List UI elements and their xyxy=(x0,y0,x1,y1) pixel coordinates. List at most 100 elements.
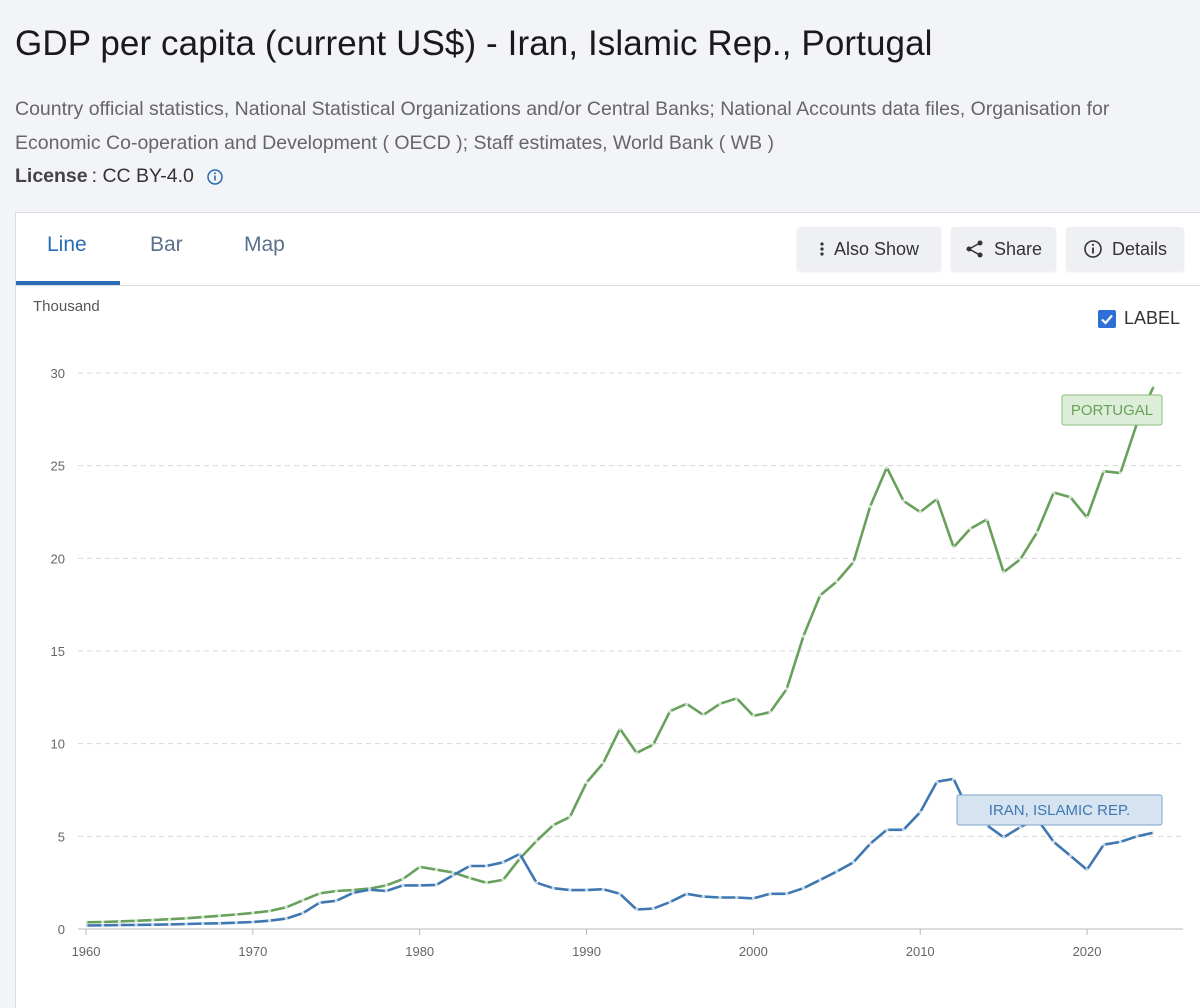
data-point xyxy=(284,905,288,909)
x-tick-label: 2020 xyxy=(1073,944,1102,959)
data-point xyxy=(551,886,555,890)
data-point xyxy=(267,919,272,923)
data-point xyxy=(117,923,122,927)
data-point xyxy=(618,892,622,896)
data-point xyxy=(117,919,122,924)
data-point xyxy=(351,891,355,895)
data-point xyxy=(1035,530,1039,534)
data-point xyxy=(501,860,505,864)
data-point xyxy=(418,883,422,888)
tab[interactable]: Map xyxy=(244,233,285,256)
data-point xyxy=(1085,515,1089,520)
data-point xyxy=(768,892,772,896)
data-point xyxy=(401,883,405,888)
data-point xyxy=(217,921,222,925)
y-tick-label: 5 xyxy=(58,829,65,844)
data-point xyxy=(1002,835,1006,839)
data-point xyxy=(618,727,622,731)
data-point xyxy=(184,916,188,920)
data-point xyxy=(601,887,605,891)
data-point xyxy=(918,810,922,814)
data-point xyxy=(84,920,88,924)
button-label: Also Show xyxy=(833,238,920,259)
details-button[interactable]: Details xyxy=(1066,227,1184,271)
data-point xyxy=(84,923,88,928)
button-label: Details xyxy=(1111,238,1168,259)
data-point xyxy=(634,907,639,912)
data-point xyxy=(768,710,772,714)
data-point xyxy=(785,892,789,896)
data-point xyxy=(484,864,489,868)
x-tick-label: 1980 xyxy=(405,944,434,959)
data-point xyxy=(584,888,589,892)
data-point xyxy=(818,878,822,882)
data-point xyxy=(568,888,572,892)
data-point xyxy=(1018,825,1022,829)
data-point xyxy=(234,921,238,925)
data-point xyxy=(334,899,338,903)
data-point xyxy=(434,868,438,872)
data-point xyxy=(601,761,605,765)
license-value: : CC BY-4.0 xyxy=(91,165,194,187)
checkbox[interactable] xyxy=(1098,309,1116,328)
data-point xyxy=(901,828,906,832)
data-point xyxy=(851,860,856,864)
data-point xyxy=(835,869,839,874)
data-point xyxy=(384,889,388,893)
data-point xyxy=(451,870,455,875)
data-point xyxy=(184,922,188,926)
data-point xyxy=(751,714,755,718)
data-point xyxy=(134,923,138,927)
data-point xyxy=(651,907,655,911)
data-point xyxy=(418,865,422,869)
y-tick-label: 15 xyxy=(51,644,65,659)
data-point xyxy=(918,510,922,514)
menu-icon xyxy=(820,242,824,256)
data-point xyxy=(551,823,555,827)
tab[interactable]: Line xyxy=(47,233,87,256)
label-toggle[interactable]: LABEL xyxy=(1098,308,1180,329)
data-point xyxy=(1118,471,1123,475)
x-tick-label: 2000 xyxy=(739,944,768,959)
series-label: PORTUGAL xyxy=(1071,402,1153,419)
data-point xyxy=(251,920,255,924)
x-tick-label: 1970 xyxy=(238,944,267,959)
info-icon[interactable] xyxy=(206,168,224,186)
data-point xyxy=(668,709,672,713)
data-point xyxy=(685,702,689,706)
tab-bar: Line Bar Map Also Show Share Details xyxy=(16,213,1200,286)
data-point xyxy=(735,895,739,900)
tab[interactable]: Bar xyxy=(150,233,183,256)
data-point xyxy=(534,839,539,843)
data-point xyxy=(318,901,322,905)
data-point xyxy=(1102,843,1106,847)
active-tab-underline xyxy=(16,281,120,285)
data-point xyxy=(534,881,539,885)
data-point xyxy=(301,911,305,915)
data-point xyxy=(501,878,505,882)
source-note: Country official statistics, National St… xyxy=(15,98,1110,154)
also-show-button[interactable]: Also Show xyxy=(797,227,941,271)
data-point xyxy=(985,517,989,522)
x-tick-label: 1960 xyxy=(72,944,101,959)
data-point xyxy=(351,888,355,892)
data-point xyxy=(801,634,806,638)
data-point xyxy=(1002,570,1006,574)
y-tick-label: 30 xyxy=(51,366,65,381)
series-label: IRAN, ISLAMIC REP. xyxy=(989,802,1130,819)
data-point xyxy=(251,911,255,915)
data-point xyxy=(801,886,806,890)
y-tick-label: 0 xyxy=(58,922,65,937)
data-point xyxy=(1052,840,1056,844)
data-point xyxy=(751,896,755,901)
license-label: License xyxy=(15,165,88,187)
x-tick-label: 1990 xyxy=(572,944,601,959)
share-button[interactable]: Share xyxy=(951,227,1056,271)
data-point xyxy=(134,919,138,923)
data-point xyxy=(1135,834,1139,838)
data-point xyxy=(518,852,522,856)
data-point xyxy=(968,527,972,531)
y-tick-label: 10 xyxy=(51,737,65,752)
